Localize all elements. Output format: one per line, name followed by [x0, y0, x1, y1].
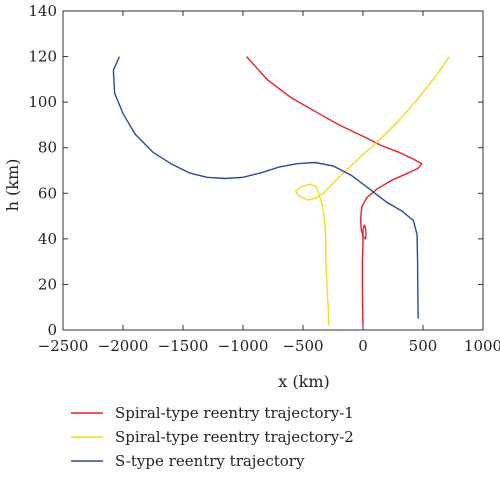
legend-label-2: Spiral-type reentry trajectory-2 — [115, 428, 354, 446]
series-layer — [112, 56, 450, 326]
x-axis-title: x (km) — [278, 372, 329, 391]
y-tick-label: 140 — [28, 2, 57, 20]
legend-label-1: Spiral-type reentry trajectory-1 — [115, 404, 354, 422]
x-tick-label: 0 — [358, 337, 368, 355]
y-tick-label: 120 — [28, 48, 57, 66]
x-tick-label: 1000 — [464, 337, 500, 355]
x-tick-label: −500 — [282, 337, 323, 355]
series-line-2 — [295, 56, 450, 326]
series-line-1 — [246, 56, 423, 326]
x-tick-label: −1500 — [158, 337, 209, 355]
y-tick-label: 80 — [38, 139, 57, 157]
legend: Spiral-type reentry trajectory-1 Spiral-t… — [71, 404, 354, 470]
legend-label-3: S-type reentry trajectory — [115, 452, 305, 470]
plot-frame — [62, 10, 484, 331]
y-tick-label: 60 — [38, 184, 57, 202]
series-line-3 — [112, 56, 419, 319]
x-tick-label: −1000 — [218, 337, 269, 355]
y-axis-title: h (km) — [3, 159, 22, 212]
y-tick-label: 40 — [38, 230, 57, 248]
y-tick-label: 0 — [47, 321, 57, 339]
y-tick-label: 20 — [38, 275, 57, 293]
x-tick-label: −2000 — [98, 337, 149, 355]
x-tick-label: 500 — [409, 337, 438, 355]
ticks-layer: −2500 −2000 −1500 −1000 −500 0 500 1000 0 20 40 60 8… — [28, 2, 500, 355]
plot-area: −2500 −2000 −1500 −1000 −500 0 500 1000 0 20 40 60 8… — [28, 2, 500, 355]
y-tick-label: 100 — [28, 93, 57, 111]
x-tick-label: −2500 — [38, 337, 89, 355]
